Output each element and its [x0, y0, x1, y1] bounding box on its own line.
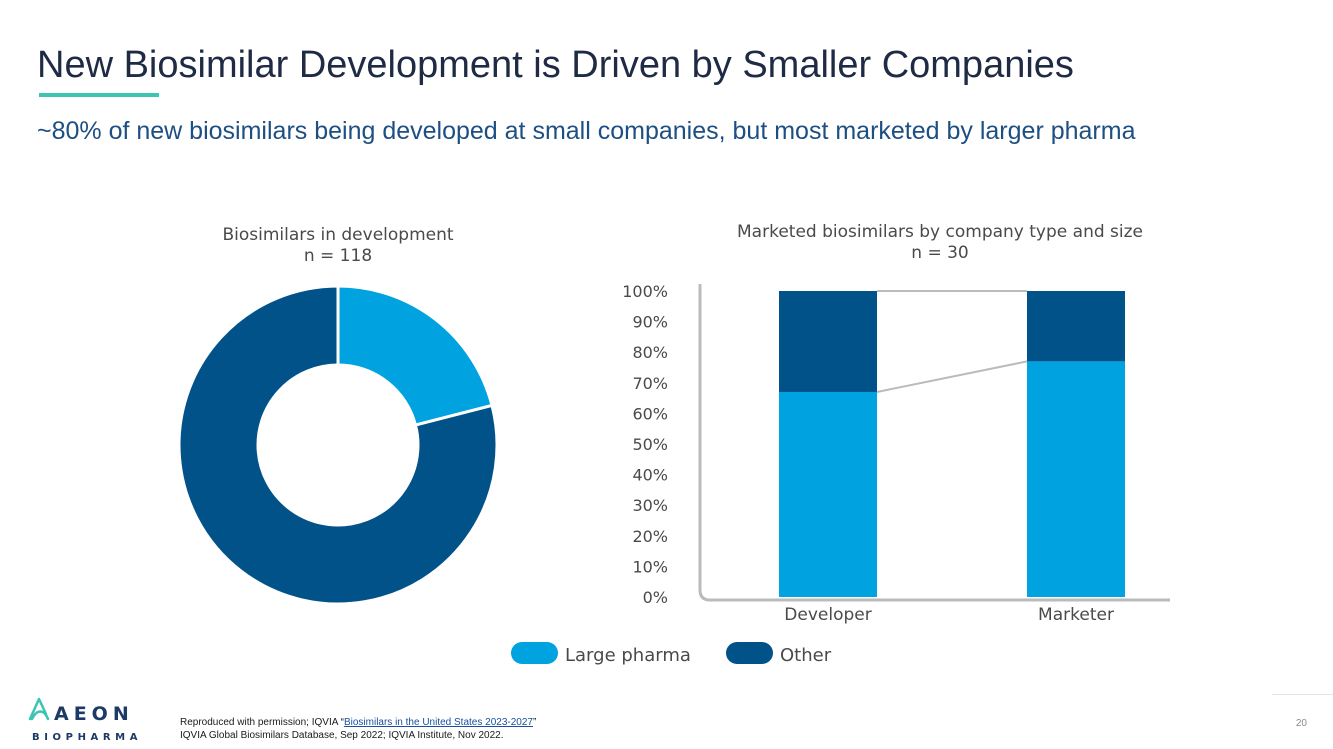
y-tick-label: 100% — [622, 282, 668, 301]
y-tick-label: 90% — [632, 313, 668, 332]
y-tick-label: 60% — [632, 404, 668, 423]
bar-developer-other — [779, 291, 877, 392]
page-subtitle: ~80% of new biosimilars being developed … — [37, 117, 1136, 145]
x-label-marketer: Marketer — [1038, 605, 1114, 625]
y-tick-label: 40% — [632, 466, 668, 485]
bar-developer-large-pharma — [779, 391, 877, 597]
connector-lines — [876, 290, 1028, 393]
title-underline — [39, 93, 159, 97]
legend-swatch-large-pharma — [511, 642, 558, 664]
chart-legend: Large pharma Other — [511, 642, 832, 666]
y-tick-label: 10% — [632, 557, 668, 576]
connector-line — [876, 360, 1028, 393]
credit-report-link[interactable]: Biosimilars in the United States 2023-20… — [343, 717, 533, 728]
y-axis-ticks: 0% 10% 20% 30% 40% 50% 60% 70% 80% 90% 100% — [622, 282, 668, 607]
bar-marketer-large-pharma — [1027, 361, 1125, 597]
donut-title: Biosimilars in development — [222, 225, 453, 245]
donut-subtitle: n = 118 — [304, 246, 372, 266]
stacked-bar-chart: Marketed biosimilars by company type and… — [622, 222, 1170, 625]
legend-label-large-pharma: Large pharma — [565, 645, 691, 666]
bar-subtitle: n = 30 — [911, 243, 968, 263]
credit-suffix: ” — [532, 717, 537, 728]
footer-divider — [1272, 694, 1333, 695]
footer-credit: Reproduced with permission; IQVIA “Biosi… — [180, 716, 536, 742]
y-tick-label: 80% — [632, 343, 668, 362]
x-label-developer: Developer — [784, 605, 871, 625]
legend-swatch-other — [726, 642, 773, 664]
bar-title: Marketed biosimilars by company type and… — [737, 222, 1143, 242]
bar-marketer-other — [1027, 291, 1125, 362]
y-tick-label: 0% — [643, 588, 668, 607]
logo-mark-icon — [28, 697, 50, 721]
donut-slices — [177, 284, 499, 606]
logo-wordmark: AEON — [54, 703, 134, 725]
y-tick-label: 20% — [632, 527, 668, 546]
credit-prefix: Reproduced with permission; IQVIA “ — [180, 717, 344, 728]
donut-slice-other — [177, 284, 499, 606]
source-note: IQVIA Global Biosimilars Database, Sep 2… — [180, 730, 504, 741]
chart-axes — [698, 284, 1170, 602]
x-axis-labels: Developer Marketer — [784, 605, 1114, 625]
y-tick-label: 70% — [632, 374, 668, 393]
legend-label-other: Other — [780, 645, 832, 666]
donut-chart: Biosimilars in development n = 118 — [177, 225, 499, 606]
y-tick-label: 50% — [632, 435, 668, 454]
bars — [779, 291, 1125, 597]
page-title: New Biosimilar Development is Driven by … — [37, 44, 1074, 86]
aeon-biopharma-logo: AEON BIOPHARMA — [28, 697, 138, 743]
page-number: 20 — [1295, 718, 1307, 729]
y-tick-label: 30% — [632, 496, 668, 515]
donut-slice-large-pharma — [336, 284, 494, 427]
logo-subtext: BIOPHARMA — [32, 732, 138, 743]
